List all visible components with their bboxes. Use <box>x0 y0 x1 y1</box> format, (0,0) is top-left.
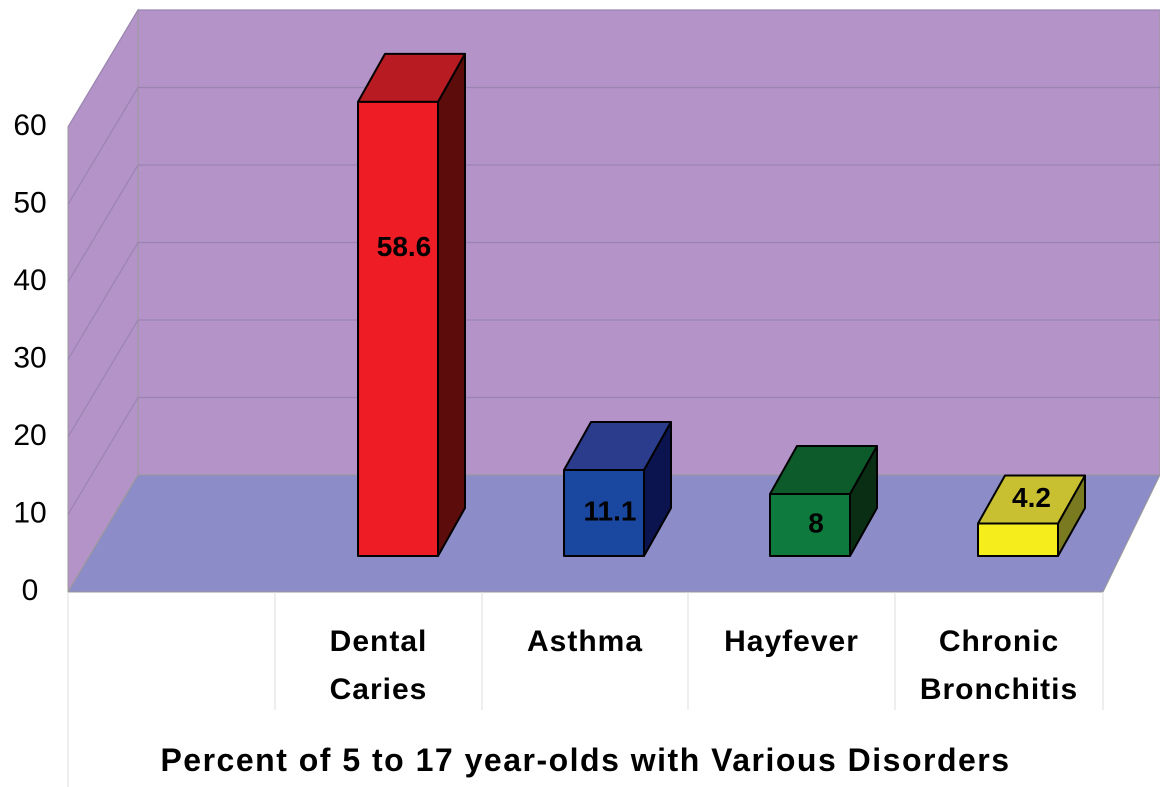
grid-line <box>67 396 1160 515</box>
bar-side <box>437 52 466 557</box>
grid-line <box>67 86 1160 205</box>
bar <box>563 468 645 558</box>
x-tick-label: Asthma <box>526 625 644 658</box>
value-label: 8 <box>808 507 824 538</box>
y-tick-label: 50 <box>13 186 46 219</box>
y-tick-label: 0 <box>22 574 39 607</box>
value-label: 58.6 <box>377 231 432 262</box>
x-tick-label: Chronic Bronchitis <box>919 625 1079 706</box>
marks: 58.6 11.1 8 4.2 <box>67 9 1160 558</box>
y-tick-label: 60 <box>13 109 46 142</box>
chart-title: Percent of 5 to 17 year-olds with Variou… <box>160 742 1011 778</box>
grid-line <box>67 164 1160 283</box>
x-tick-label: Hayfever <box>724 625 859 658</box>
bar <box>769 493 851 557</box>
value-label: 4.2 <box>1012 482 1051 513</box>
bar <box>977 522 1059 558</box>
y-tick-label: 20 <box>13 419 46 452</box>
grid-line <box>67 9 1160 128</box>
grid-line <box>67 319 1160 438</box>
y-tick-label: 30 <box>13 341 46 374</box>
x-tick-label: Dental Caries <box>329 625 428 706</box>
y-tick-label: 40 <box>13 264 46 297</box>
bar <box>357 100 439 557</box>
y-tick-label: 10 <box>13 496 46 529</box>
value-label: 11.1 <box>584 495 637 526</box>
grid-line <box>67 241 1160 360</box>
